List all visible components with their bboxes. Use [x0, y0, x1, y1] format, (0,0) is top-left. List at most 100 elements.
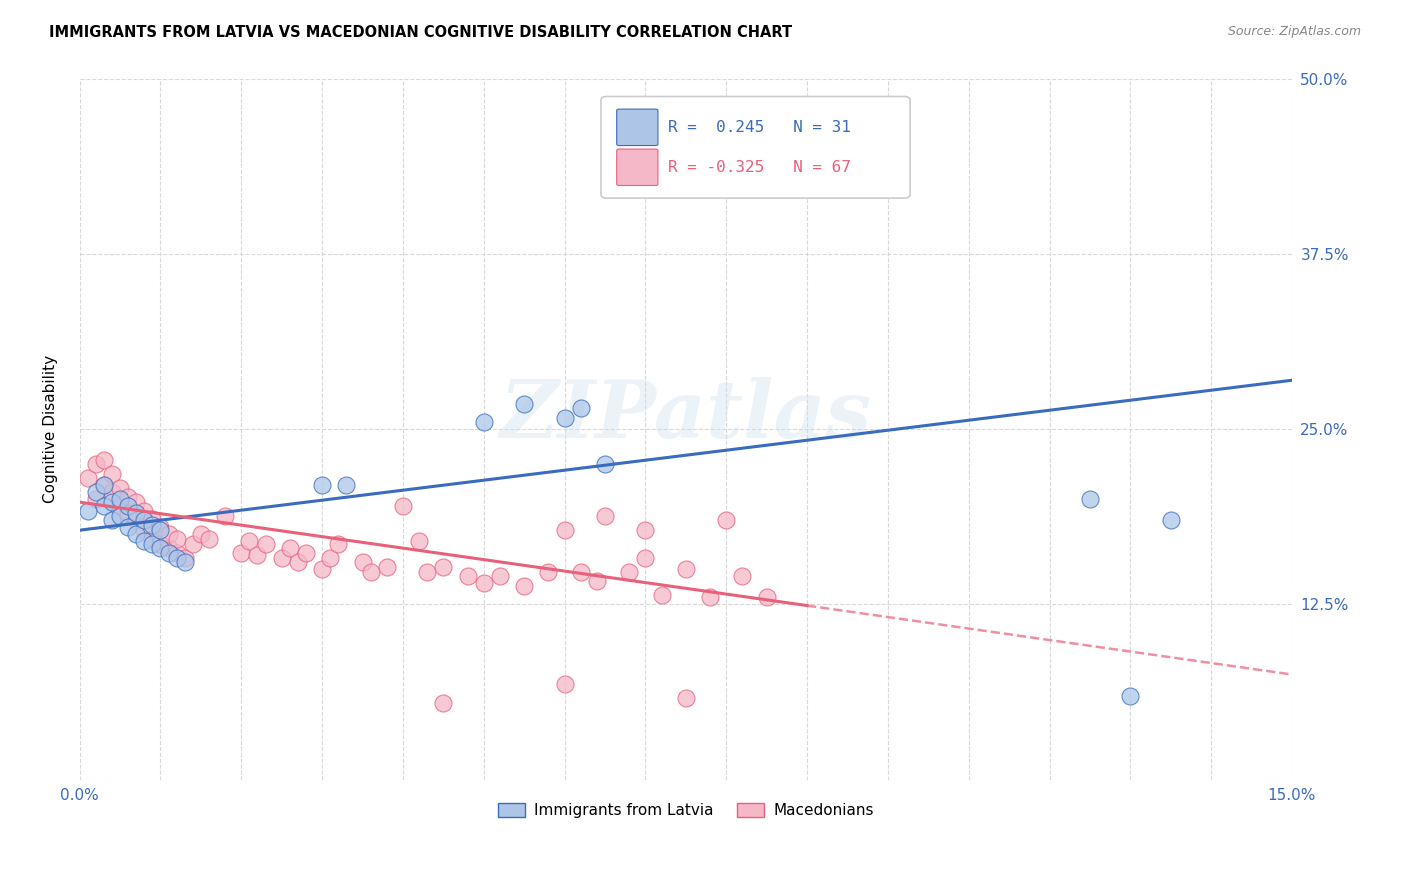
- Point: [157, 541, 180, 556]
- Point: [619, 566, 641, 580]
- Point: [319, 551, 342, 566]
- Point: [76, 471, 98, 485]
- Point: [432, 696, 454, 710]
- Point: [134, 523, 156, 537]
- Point: [246, 549, 269, 563]
- Point: [157, 546, 180, 560]
- Point: [181, 537, 204, 551]
- Point: [117, 520, 139, 534]
- Point: [238, 534, 260, 549]
- Point: [408, 534, 430, 549]
- Point: [141, 517, 163, 532]
- Point: [198, 532, 221, 546]
- Text: R =  0.245   N = 31: R = 0.245 N = 31: [668, 120, 851, 135]
- Point: [101, 485, 124, 500]
- Point: [593, 458, 616, 472]
- Point: [190, 527, 212, 541]
- Point: [101, 495, 124, 509]
- Point: [141, 532, 163, 546]
- Point: [675, 691, 697, 706]
- Point: [231, 546, 253, 560]
- Point: [149, 541, 172, 556]
- Point: [634, 523, 657, 537]
- Point: [634, 551, 657, 566]
- Point: [134, 513, 156, 527]
- Point: [432, 559, 454, 574]
- Point: [675, 562, 697, 576]
- Point: [554, 523, 576, 537]
- Point: [101, 513, 124, 527]
- Point: [392, 500, 415, 514]
- Text: R = -0.325   N = 67: R = -0.325 N = 67: [668, 160, 851, 175]
- Point: [651, 588, 673, 602]
- Point: [287, 556, 309, 570]
- Point: [1119, 689, 1142, 703]
- Point: [375, 559, 398, 574]
- Point: [699, 591, 721, 605]
- Point: [360, 566, 382, 580]
- Point: [84, 458, 107, 472]
- Point: [108, 481, 131, 495]
- Point: [93, 453, 115, 467]
- Point: [117, 490, 139, 504]
- Point: [537, 566, 560, 580]
- Point: [84, 492, 107, 507]
- Point: [173, 556, 195, 570]
- Point: [352, 556, 374, 570]
- Point: [149, 523, 172, 537]
- Point: [328, 537, 350, 551]
- Point: [593, 509, 616, 524]
- Point: [755, 591, 778, 605]
- Point: [76, 503, 98, 517]
- Point: [295, 546, 318, 560]
- Point: [270, 551, 292, 566]
- Point: [134, 534, 156, 549]
- Point: [472, 415, 495, 429]
- Point: [125, 495, 148, 509]
- Point: [586, 574, 609, 588]
- Text: ZIPatlas: ZIPatlas: [499, 376, 872, 454]
- FancyBboxPatch shape: [617, 149, 658, 186]
- Point: [93, 478, 115, 492]
- Point: [149, 537, 172, 551]
- Point: [166, 551, 188, 566]
- Point: [173, 551, 195, 566]
- Point: [1160, 513, 1182, 527]
- Point: [108, 500, 131, 514]
- Point: [157, 527, 180, 541]
- Point: [166, 546, 188, 560]
- Y-axis label: Cognitive Disability: Cognitive Disability: [44, 355, 58, 503]
- Point: [125, 527, 148, 541]
- Point: [311, 562, 333, 576]
- Text: IMMIGRANTS FROM LATVIA VS MACEDONIAN COGNITIVE DISABILITY CORRELATION CHART: IMMIGRANTS FROM LATVIA VS MACEDONIAN COG…: [49, 25, 793, 40]
- Point: [311, 478, 333, 492]
- Point: [335, 478, 357, 492]
- Point: [93, 478, 115, 492]
- Point: [416, 566, 439, 580]
- Point: [134, 503, 156, 517]
- Point: [254, 537, 277, 551]
- Point: [125, 513, 148, 527]
- FancyBboxPatch shape: [617, 109, 658, 145]
- Point: [716, 513, 738, 527]
- Point: [731, 569, 754, 583]
- Point: [1078, 492, 1101, 507]
- Point: [108, 509, 131, 524]
- Point: [472, 576, 495, 591]
- Point: [149, 520, 172, 534]
- Point: [93, 500, 115, 514]
- Point: [84, 485, 107, 500]
- Point: [166, 532, 188, 546]
- FancyBboxPatch shape: [600, 96, 910, 198]
- Text: Source: ZipAtlas.com: Source: ZipAtlas.com: [1227, 25, 1361, 38]
- Point: [141, 537, 163, 551]
- Point: [569, 401, 592, 416]
- Point: [117, 507, 139, 521]
- Point: [101, 467, 124, 482]
- Point: [108, 492, 131, 507]
- Point: [141, 512, 163, 526]
- Legend: Immigrants from Latvia, Macedonians: Immigrants from Latvia, Macedonians: [492, 797, 880, 824]
- Point: [214, 509, 236, 524]
- Point: [457, 569, 479, 583]
- Point: [513, 397, 536, 411]
